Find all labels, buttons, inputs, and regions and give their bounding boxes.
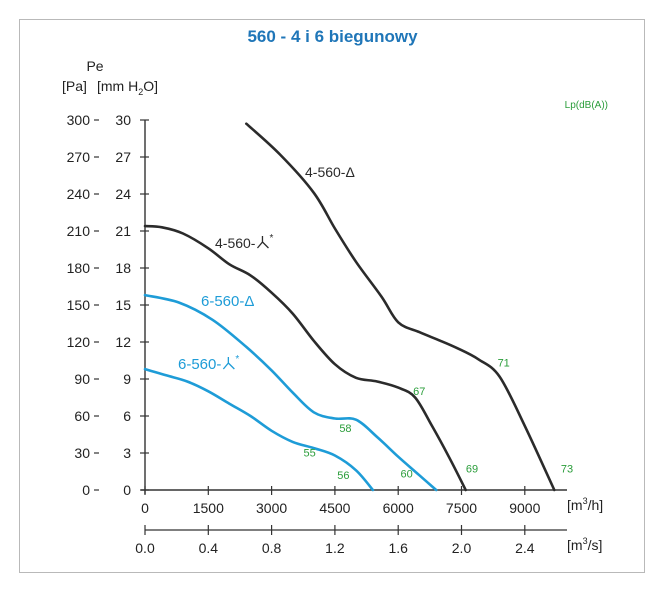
- noise-level-value: 69: [466, 464, 478, 476]
- x2-tick-label: 1.2: [325, 540, 345, 556]
- curve-4-560-delta: [245, 122, 556, 492]
- y-tick-label-mm: 12: [115, 334, 131, 350]
- noise-level-value: 55: [303, 448, 315, 460]
- y-tick-label-mm: 0: [123, 482, 131, 498]
- x-tick-label: 0: [141, 500, 149, 516]
- y-tick-label-mm: 3: [123, 445, 131, 461]
- y-unit-mm: [mm H2O]: [97, 78, 158, 97]
- y-tick-label-pa: 270: [67, 149, 91, 165]
- x-unit-m3h-sup: 3: [583, 496, 588, 506]
- y-tick-label-mm: 27: [115, 149, 131, 165]
- y-tick-label-mm: 21: [115, 223, 131, 239]
- x-tick-label: 3000: [256, 500, 287, 516]
- curve-6-560-star: [143, 367, 375, 492]
- chart-title: 560 - 4 i 6 biegunowy: [247, 27, 418, 46]
- noise-level-value: 58: [339, 423, 351, 435]
- star-connection-symbol: [256, 236, 269, 249]
- curve-6-560-delta: [143, 293, 438, 492]
- star-connection-symbol: [222, 357, 235, 370]
- x2-tick-label: 2.0: [452, 540, 472, 556]
- curve-6-560-star-label-sup: *: [235, 354, 239, 365]
- y-unit-pa: [Pa]: [62, 78, 87, 94]
- y-tick-label-mm: 30: [115, 112, 131, 128]
- x2-tick-label: 2.4: [515, 540, 535, 556]
- y-tick-label-mm: 9: [123, 371, 131, 387]
- noise-level-value: 60: [401, 469, 413, 481]
- noise-level-value: 71: [498, 358, 510, 370]
- curve-6-560-star-label: 6-560- *: [178, 354, 239, 373]
- noise-level-label: Lp(dB(A)): [565, 100, 608, 111]
- x2-tick-label: 0.8: [262, 540, 282, 556]
- curves: [143, 122, 556, 492]
- y-tick-label-pa: 60: [74, 408, 90, 424]
- curve-6-560-delta-label: 6-560-Δ: [201, 293, 254, 310]
- y-tick-label-pa: 180: [67, 260, 91, 276]
- y-tick-label-pa: 150: [67, 297, 91, 313]
- x-unit-m3s: [m3/s]: [567, 536, 602, 553]
- y-tick-label-pa: 210: [67, 223, 91, 239]
- curve-4-560-delta-label: 4-560-Δ: [305, 164, 355, 180]
- labels: 4-560-Δ 4-560- * 6-560-Δ 6-560- * 71 67 69 73 58 55…: [178, 164, 573, 482]
- noise-level-value: 67: [413, 386, 425, 398]
- y-axis-label: Pe: [86, 58, 103, 74]
- y-tick-label-mm: 15: [115, 297, 131, 313]
- x-tick-label: 7500: [446, 500, 477, 516]
- y-tick-label-pa: 0: [82, 482, 90, 498]
- x-tick-label: 6000: [383, 500, 414, 516]
- x-unit-m3s-sup: 3: [583, 536, 588, 546]
- y-tick-label-mm: 18: [115, 260, 131, 276]
- y-tick-label-pa: 300: [67, 112, 91, 128]
- x2-tick-label: 1.6: [388, 540, 408, 556]
- noise-level-value: 73: [561, 464, 573, 476]
- x2-tick-label: 0.4: [199, 540, 219, 556]
- y-tick-label-mm: 24: [115, 186, 131, 202]
- y-tick-label-pa: 90: [74, 371, 90, 387]
- y-unit-mm-sub: 2: [138, 87, 143, 97]
- y-tick-label-pa: 120: [67, 334, 91, 350]
- curve-4-560-star-label-sup: *: [269, 233, 273, 244]
- y-tick-label-mm: 6: [123, 408, 131, 424]
- x-tick-label: 9000: [509, 500, 540, 516]
- noise-level-value: 56: [337, 470, 349, 482]
- y-tick-label-pa: 30: [74, 445, 90, 461]
- x-unit-m3h: [m3/h]: [567, 496, 603, 513]
- curve-4-560-star-label: 4-560- *: [215, 233, 273, 251]
- chart-frame: [19, 19, 645, 573]
- x-tick-label: 4500: [319, 500, 350, 516]
- x-tick-label: 1500: [193, 500, 224, 516]
- curve-4-560-star: [143, 224, 467, 492]
- y-tick-label-pa: 240: [67, 186, 91, 202]
- x2-tick-label: 0.0: [135, 540, 155, 556]
